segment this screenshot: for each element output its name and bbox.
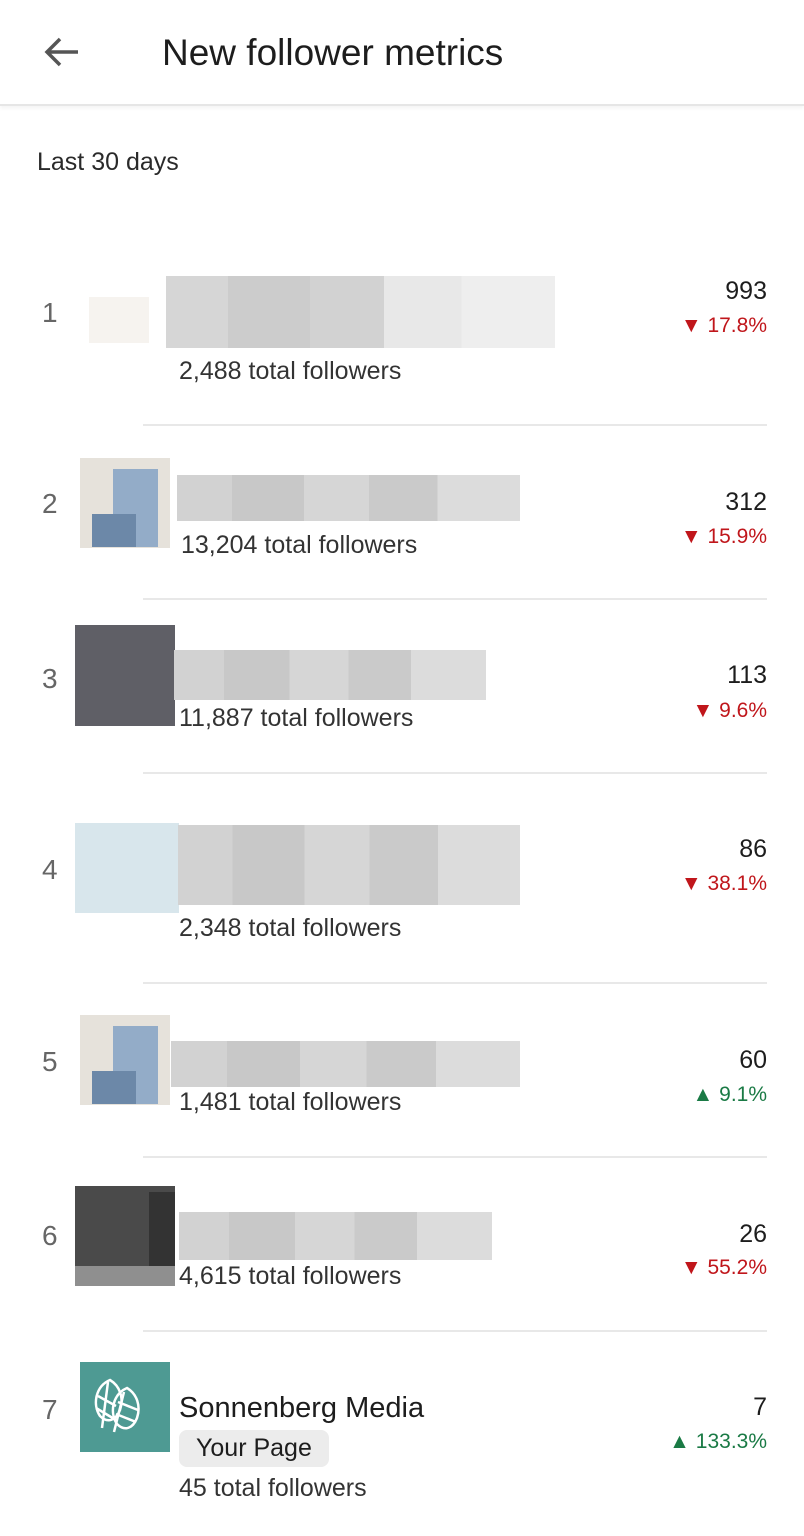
new-followers-count: 60 [739,1046,767,1074]
change-percent: ▼ 9.6% [692,699,767,722]
page-logo [89,297,149,343]
page-name[interactable]: Sonnenberg Media [179,1392,425,1424]
new-followers-count: 7 [753,1393,767,1421]
divider [143,982,767,984]
new-followers-count: 993 [725,277,767,305]
new-followers-count: 26 [739,1220,767,1248]
new-followers-count: 113 [727,661,767,689]
rank: 7 [42,1394,58,1425]
total-followers: 2,348 total followers [179,914,402,942]
rank: 6 [42,1220,58,1251]
divider [143,1156,767,1158]
rank: 1 [42,297,58,328]
total-followers: 4,615 total followers [179,1262,402,1290]
new-followers-count: 312 [725,488,767,516]
page-logo [75,1186,175,1286]
page-name-redacted [171,1041,520,1087]
total-followers: 13,204 total followers [181,531,418,559]
change-percent: ▼ 38.1% [680,872,767,895]
page-name-redacted [177,475,520,521]
period-label: Last 30 days [37,148,179,176]
change-percent: ▼ 55.2% [680,1256,767,1279]
divider [143,598,767,600]
rank: 3 [42,663,58,694]
page-logo [80,458,170,548]
total-followers: 11,887 total followers [179,704,414,732]
app-header: New follower metrics [0,0,804,106]
rank: 4 [42,854,58,885]
page-logo [75,823,179,913]
divider [143,424,767,426]
page-name-redacted [166,276,555,348]
total-followers: 1,481 total followers [179,1088,402,1116]
your-page-badge: Your Page [179,1430,329,1467]
change-percent: ▼ 15.9% [680,525,767,548]
divider [143,772,767,774]
rank: 2 [42,488,58,519]
arrow-left-icon [44,37,78,67]
page-name-redacted [178,825,520,905]
back-button[interactable] [40,30,84,74]
total-followers: 45 total followers [179,1474,367,1502]
page-title: New follower metrics [162,32,504,73]
divider [143,1330,767,1332]
page-logo [80,1015,170,1105]
page-logo [75,625,175,726]
change-percent: ▲ 9.1% [692,1083,767,1106]
page-name-redacted [174,650,486,700]
new-followers-count: 86 [739,835,767,863]
rank: 5 [42,1046,58,1077]
change-percent: ▼ 17.8% [680,314,767,337]
change-percent: ▲ 133.3% [669,1430,767,1453]
page-name-redacted [179,1212,492,1260]
total-followers: 2,488 total followers [179,357,402,385]
sonnenberg-media-logo-icon [80,1362,170,1452]
